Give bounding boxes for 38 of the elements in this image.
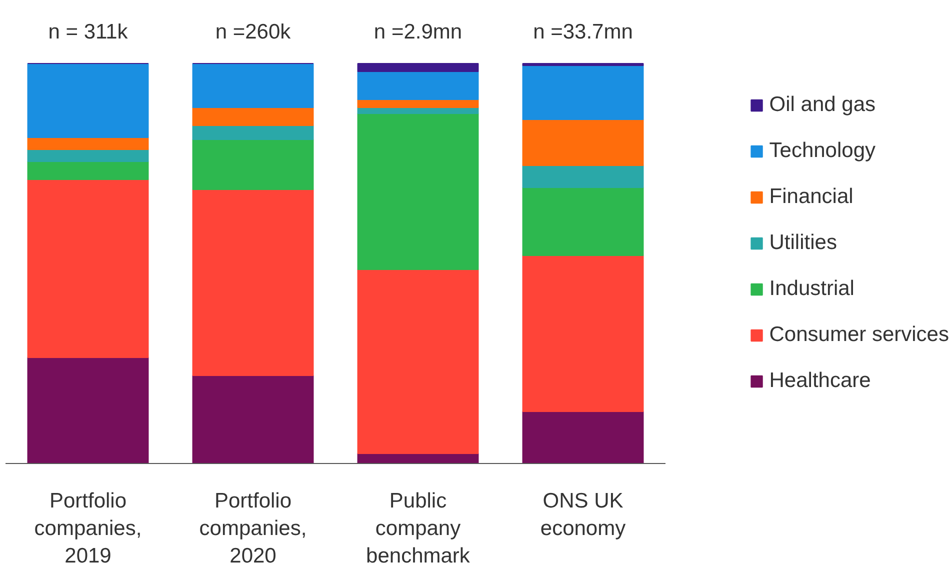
bar: [522, 187, 644, 256]
bar: [27, 357, 149, 464]
bar: [192, 125, 314, 140]
x-tick-label: ONS UK economy: [540, 490, 626, 540]
bar: [522, 119, 644, 166]
legend-label: Industrial: [769, 277, 854, 301]
text: n =33.7mn: [533, 20, 633, 44]
bar: [522, 411, 644, 464]
bar: [192, 189, 314, 376]
bar: [192, 107, 314, 126]
bar: [522, 65, 644, 120]
legend-label: Oil and gas: [769, 93, 876, 117]
bar: [522, 165, 644, 188]
legend-label: Financial: [769, 185, 854, 209]
text: n = 311k: [48, 20, 128, 44]
text: n =2.9mn: [374, 20, 462, 44]
bar: [357, 113, 479, 270]
bar: [27, 161, 149, 180]
legend-label: Consumer services: [769, 323, 949, 347]
bar: [27, 63, 149, 138]
bar: [192, 139, 314, 190]
legend-label: Healthcare: [769, 369, 871, 393]
legend-label: Utilities: [769, 231, 837, 255]
bar: [192, 63, 314, 108]
x-tick-label: Public company benchmark: [366, 490, 470, 568]
x-tick-label: Portfolio companies, 2020: [199, 490, 307, 568]
bar: [357, 63, 479, 72]
x-tick-label: Portfolio companies, 2019: [34, 490, 142, 568]
legend-label: Technology: [769, 139, 876, 163]
bar: [27, 137, 149, 150]
bar: [522, 255, 644, 412]
text: n =260k: [215, 20, 292, 44]
bar: [522, 63, 644, 66]
bar: [27, 149, 149, 162]
bar: [357, 269, 479, 454]
bar: [192, 375, 314, 464]
bar: [357, 71, 479, 100]
bar: [27, 179, 149, 358]
